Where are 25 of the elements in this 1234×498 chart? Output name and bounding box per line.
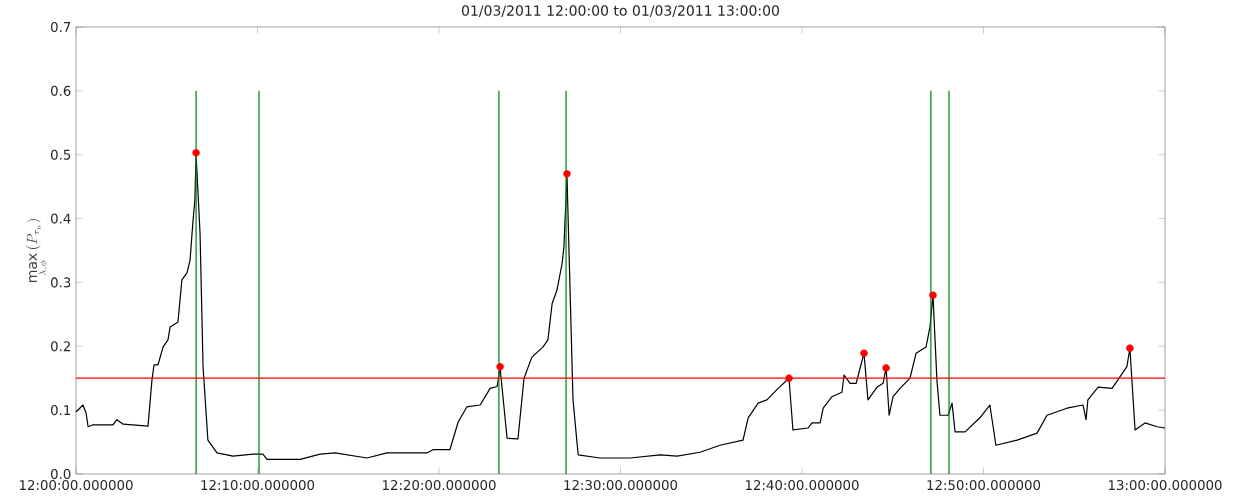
x-tick-label: 12:00:00.000000 bbox=[19, 480, 133, 491]
x-tick-label: 13:00:00.000000 bbox=[1108, 480, 1222, 491]
y-tick-label: 0.4 bbox=[50, 213, 71, 224]
point bbox=[496, 362, 504, 371]
x-tick-label: 12:40:00.000000 bbox=[745, 480, 859, 491]
point bbox=[1126, 344, 1134, 352]
x-tick-label: 12:30:00.000000 bbox=[564, 480, 678, 491]
point bbox=[785, 374, 793, 382]
y-tick-label: 0.7 bbox=[50, 21, 71, 33]
y-tick-label: 0.1 bbox=[50, 405, 71, 416]
y-tick-label: 0.3 bbox=[50, 277, 71, 288]
x-tick-label: 12:50:00.000000 bbox=[927, 480, 1041, 491]
x-tick-label: 12:10:00.000000 bbox=[201, 480, 315, 491]
point bbox=[860, 349, 868, 358]
point bbox=[882, 364, 890, 372]
y-tick-label: 0.5 bbox=[50, 149, 71, 160]
y-tick-label: 0.6 bbox=[50, 85, 71, 96]
y-tick-label: 0.2 bbox=[50, 341, 70, 352]
y-axis-title: $\max_{\lambda,\phi}\left(P_{\tau_u}\right)$ bbox=[25, 219, 48, 282]
chart-title: 01/03/2011 12:00:00 to 01/03/2011 13:00:00 bbox=[461, 5, 779, 17]
point bbox=[192, 149, 200, 157]
y-tick-label: 0.0 bbox=[50, 468, 71, 480]
x-tick-label: 12:20:00.000000 bbox=[382, 480, 496, 491]
point bbox=[929, 291, 937, 299]
point bbox=[563, 170, 571, 178]
